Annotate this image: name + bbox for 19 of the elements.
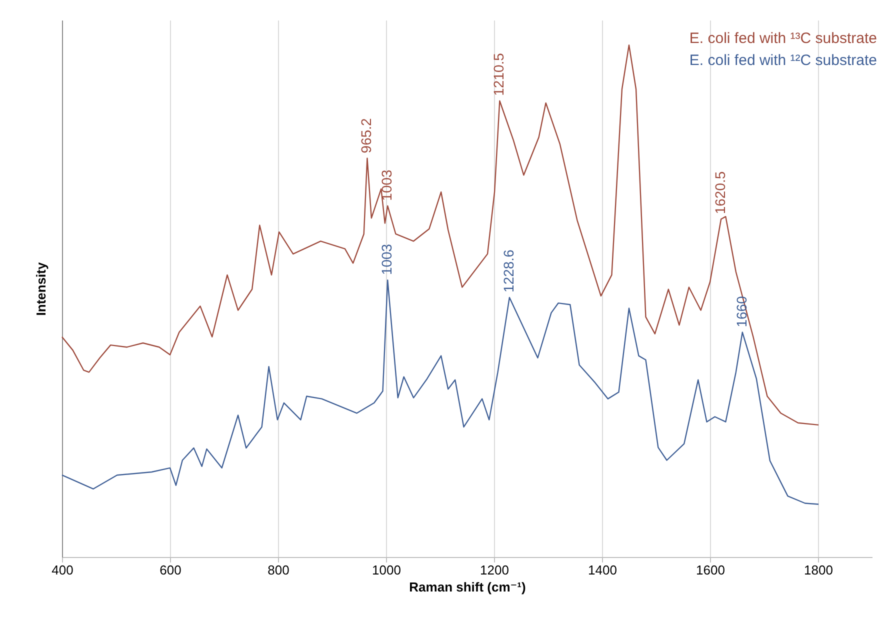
y-axis-title: Intensity [34,262,48,316]
text: E. coli fed with ¹³C substrate [689,30,877,47]
x-axis-title: Raman shift (cm⁻¹) [409,580,526,594]
annotation: 1620.5 [712,171,728,214]
x-tick-label: 1600 [696,562,725,578]
annotation: 1660 [733,296,750,328]
x-tick-label: 1800 [804,562,833,578]
text: E. coli fed with ¹²C substrate [689,52,877,69]
x-tick-label: 400 [52,562,74,578]
x-tick-label: 1200 [480,562,509,578]
annotation: 1003 [378,244,395,276]
x-tick-label: 1000 [372,562,401,578]
annotation: 965.2 [358,118,374,154]
x-tick-label: 1400 [588,562,617,578]
annotation: 1210.5 [490,52,507,96]
x-tick-label: 600 [160,562,182,578]
x-tick-label: 800 [268,562,290,578]
annotation: 1003 [378,169,395,201]
annotation: 1228.6 [500,249,516,292]
